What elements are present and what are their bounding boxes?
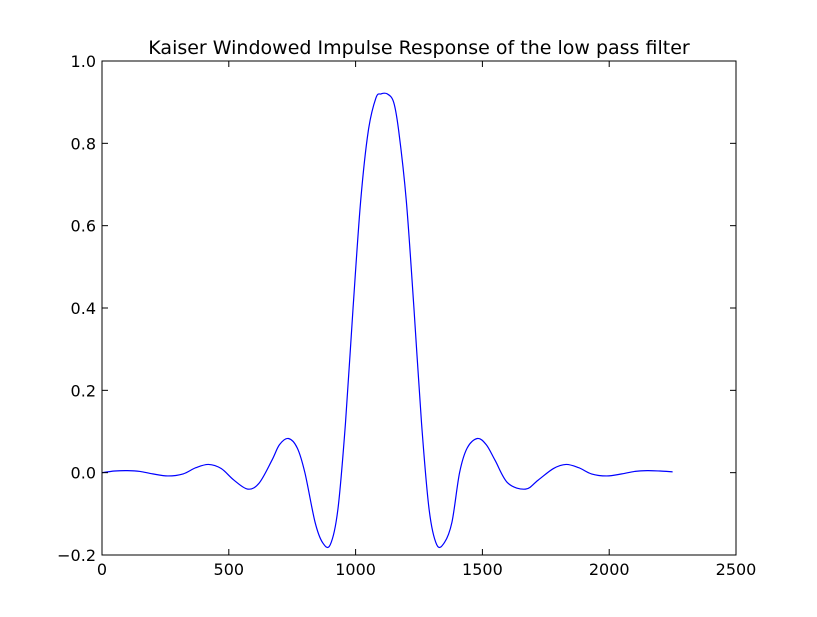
plot-area (101, 92, 673, 549)
x-tick-label: 500 (214, 560, 245, 579)
chart-title: Kaiser Windowed Impulse Response of the … (148, 37, 690, 59)
y-tick-label: 0.2 (71, 381, 96, 400)
y-axis: −0.2 0.0 0.2 0.4 0.6 0.8 1.0 (57, 52, 736, 565)
x-tick-label: 0 (97, 560, 107, 579)
x-tick-label: 1000 (335, 560, 376, 579)
x-tick-label: 2500 (716, 560, 757, 579)
y-tick-label: 0.8 (71, 134, 96, 153)
series-line-0 (101, 92, 673, 549)
y-tick-label: 1.0 (71, 52, 96, 71)
y-tick-label: 0.0 (71, 464, 96, 483)
x-tick-label: 1500 (462, 560, 503, 579)
y-tick-label: 0.6 (71, 217, 96, 236)
y-tick-label: 0.4 (71, 299, 96, 318)
x-axis: 0 500 1000 1500 2000 2500 (97, 61, 756, 579)
y-tick-label: −0.2 (57, 546, 96, 565)
x-tick-label: 2000 (589, 560, 630, 579)
axes-frame (101, 60, 737, 556)
